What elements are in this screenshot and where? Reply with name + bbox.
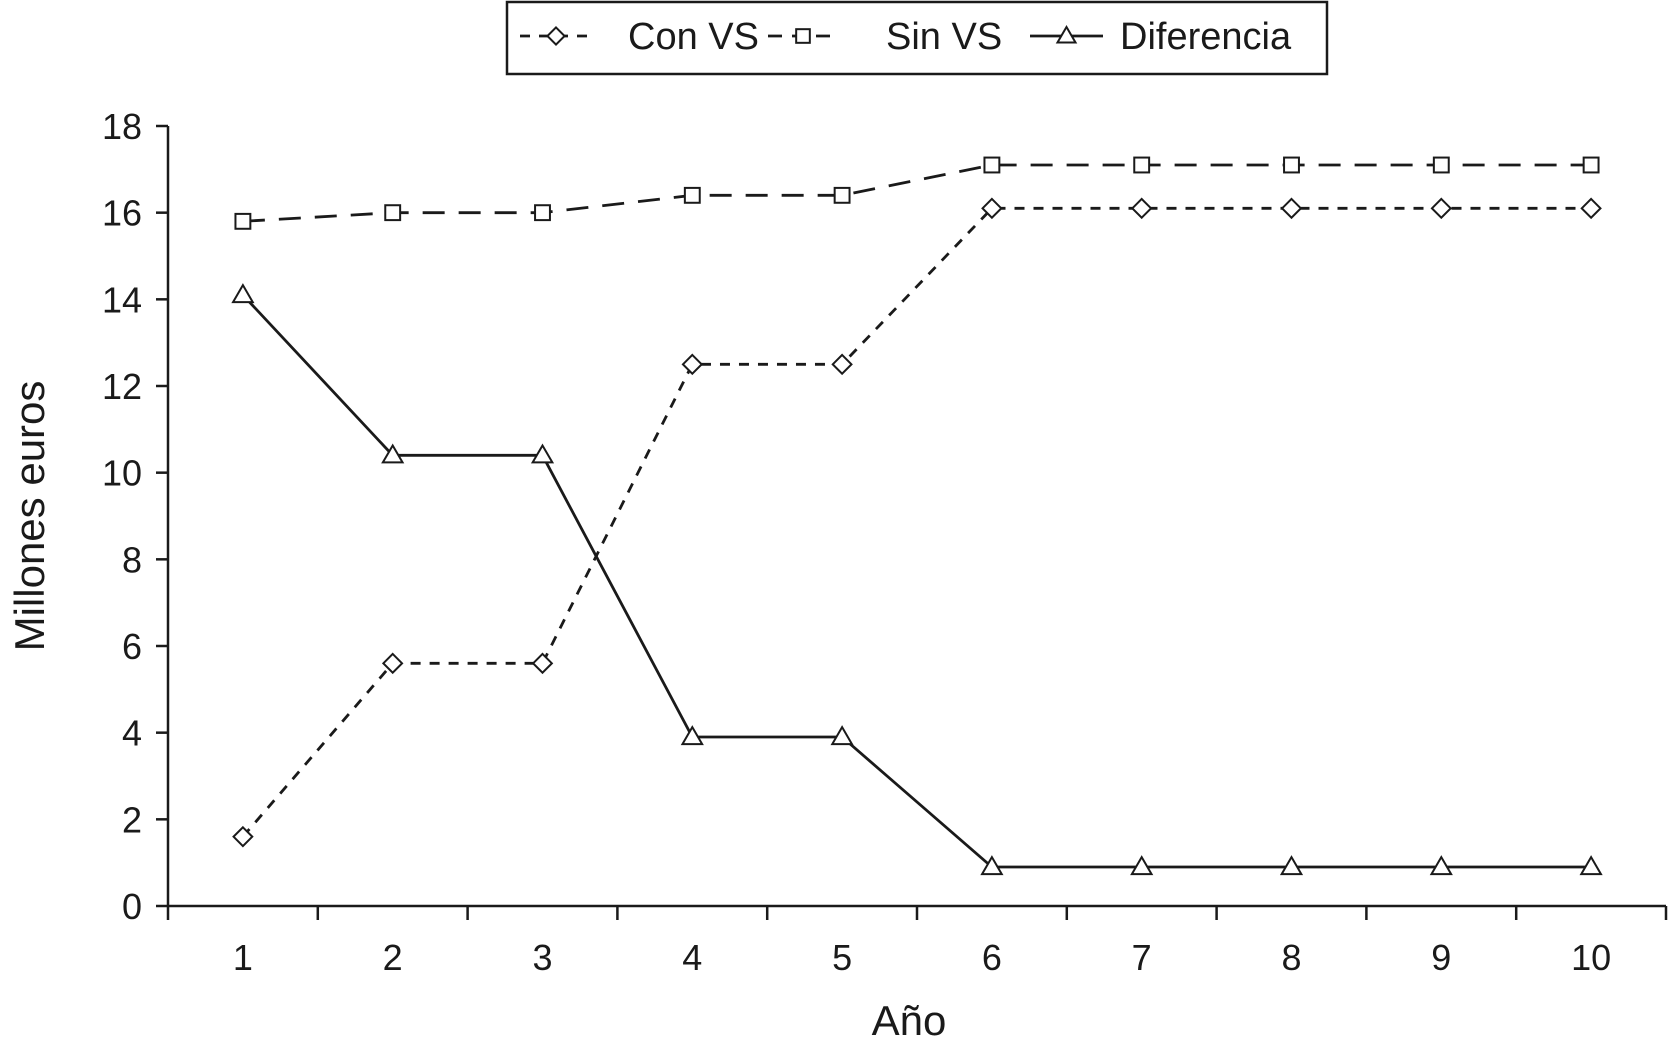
y-tick-label: 10 (102, 453, 142, 494)
y-tick-label: 12 (102, 366, 142, 407)
data-point (681, 353, 704, 376)
legend-entry-label: Con VS (628, 16, 759, 58)
x-tick-label: 7 (1132, 937, 1152, 978)
x-tick-label: 6 (982, 937, 1002, 978)
data-point (830, 725, 854, 746)
x-tick-label: 1 (233, 937, 253, 978)
y-tick-label: 8 (122, 539, 142, 580)
series-sin-vs (234, 156, 1600, 230)
y-tick-label: 4 (122, 713, 142, 754)
data-point (1133, 156, 1151, 174)
data-point (1430, 197, 1453, 220)
series-diferencia (231, 283, 1603, 876)
data-point (381, 652, 404, 675)
data-point (1429, 855, 1453, 876)
data-point (530, 443, 555, 464)
x-tick-label: 4 (682, 937, 702, 978)
legend-marker (795, 28, 811, 44)
y-tick-label: 0 (122, 886, 142, 927)
data-point (1582, 156, 1600, 174)
data-point (980, 855, 1004, 876)
legend-entry-label: Sin VS (886, 16, 1002, 58)
x-tick-label: 9 (1431, 937, 1451, 978)
data-point (983, 156, 1001, 174)
series-con-vs (232, 197, 1602, 848)
data-point (833, 186, 851, 204)
data-point (1130, 855, 1154, 876)
data-point (231, 283, 255, 304)
data-point (384, 204, 402, 222)
data-point (381, 443, 405, 464)
y-axis-label: Millones euros (6, 381, 53, 652)
data-point (680, 725, 704, 746)
data-point (1432, 156, 1450, 174)
legend-entry-label: Diferencia (1120, 16, 1292, 58)
data-point (1280, 197, 1303, 220)
data-point (534, 204, 551, 222)
data-point (1579, 855, 1603, 876)
x-tick-label: 8 (1281, 937, 1301, 978)
data-point (1130, 197, 1153, 220)
x-tick-label: 3 (532, 937, 552, 978)
data-point (1580, 197, 1602, 220)
x-tick-label: 5 (832, 937, 852, 978)
legend: Con VS Sin VS Diferencia (505, 0, 1329, 76)
data-point (1279, 855, 1304, 876)
data-point (831, 353, 853, 376)
y-tick-label: 16 (102, 193, 142, 234)
y-tick-label: 14 (102, 279, 142, 320)
y-tick-label: 2 (122, 799, 142, 840)
data-point (531, 652, 554, 675)
y-tick-label: 18 (102, 106, 142, 147)
data-point (234, 212, 252, 230)
legend-marker (546, 26, 566, 46)
x-tick-label: 10 (1571, 937, 1611, 978)
data-point (232, 825, 254, 848)
series-line (241, 294, 1592, 869)
data-point (981, 197, 1003, 220)
legend-marker (1055, 24, 1078, 44)
y-tick-label: 6 (122, 626, 142, 667)
series-layer (231, 156, 1603, 876)
data-point (1283, 156, 1300, 174)
series-line (241, 206, 1592, 838)
series-line (242, 163, 1592, 223)
legend-box (505, 0, 1329, 76)
data-point (683, 186, 701, 204)
x-tick-label: 2 (383, 937, 403, 978)
x-axis-label: Año (872, 997, 947, 1044)
